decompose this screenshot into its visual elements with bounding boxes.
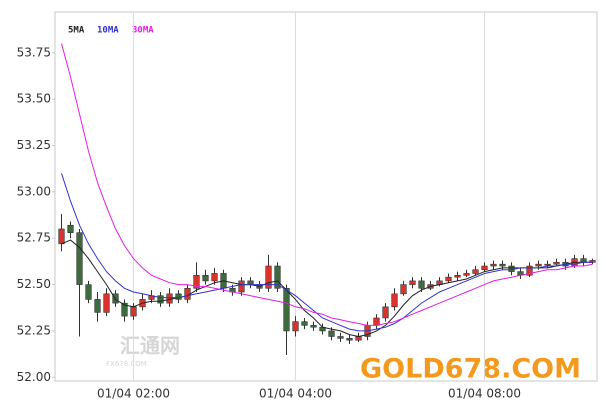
y-tick-label: 52.00: [17, 370, 51, 384]
candle-body: [373, 317, 380, 326]
y-tick-label: 52.75: [17, 231, 51, 245]
candle-body: [418, 280, 425, 289]
candle-body: [490, 263, 497, 267]
ma-line: [61, 43, 593, 326]
candle-body: [265, 265, 272, 289]
watermark: 汇通网: [120, 334, 180, 358]
candle-body: [391, 293, 398, 308]
candle-body: [463, 273, 470, 276]
legend-entry: 5MA: [68, 26, 85, 36]
candle-body: [472, 269, 479, 274]
candle-body: [76, 232, 83, 285]
plot-frame: [54, 11, 598, 382]
legend-entry: 30MA: [132, 26, 154, 36]
x-tick-label: 01/04 08:00: [448, 387, 521, 401]
y-tick-label: 53.25: [17, 138, 51, 152]
candle-body: [247, 280, 254, 285]
candle-body: [328, 330, 335, 337]
candle-body: [184, 287, 191, 300]
candle-body: [310, 325, 317, 328]
candle-body: [535, 263, 542, 267]
candle-body: [121, 302, 128, 317]
candle-body: [454, 275, 461, 278]
candle-body: [67, 224, 74, 233]
candle-body: [292, 321, 299, 332]
candle-body: [301, 321, 308, 326]
candle-body: [175, 293, 182, 300]
candle-body: [58, 228, 65, 245]
ma-line: [61, 239, 593, 338]
x-tick-label: 01/04 02:00: [97, 387, 170, 401]
candle-body: [499, 263, 506, 267]
watermark: FX678.COM: [106, 360, 147, 368]
ma-line: [61, 173, 593, 332]
candle-body: [409, 280, 416, 285]
y-tick-label: 52.25: [17, 323, 51, 337]
candle-body: [211, 273, 218, 282]
candle-body: [553, 262, 560, 265]
y-tick-label: 53.50: [17, 92, 51, 106]
y-tick-label: 52.50: [17, 277, 51, 291]
candle-body: [166, 293, 173, 304]
candle-body: [103, 293, 110, 313]
candle-body: [85, 284, 92, 300]
candle-body: [202, 275, 209, 282]
x-tick-label: 01/04 04:00: [259, 387, 332, 401]
candle-body: [337, 336, 344, 339]
candle-body: [445, 276, 452, 282]
candle-body: [481, 265, 488, 271]
candle-body: [526, 265, 533, 276]
candle-body: [544, 263, 551, 266]
legend-entry: 10MA: [97, 26, 119, 36]
candle-body: [400, 284, 407, 295]
candle-body: [274, 265, 281, 289]
candle-body: [238, 280, 245, 293]
candle-body: [355, 336, 362, 341]
y-tick-label: 53.75: [17, 45, 51, 59]
candle-body: [130, 306, 137, 317]
candle-body: [283, 287, 290, 332]
candle-body: [346, 338, 353, 341]
candle-body: [382, 306, 389, 319]
candle-body: [193, 275, 200, 289]
candle-body: [580, 258, 587, 263]
candle-body: [157, 295, 164, 304]
candle-body: [94, 299, 101, 313]
y-tick-label: 53.00: [17, 184, 51, 198]
watermark: GOLD678.COM: [360, 354, 581, 385]
